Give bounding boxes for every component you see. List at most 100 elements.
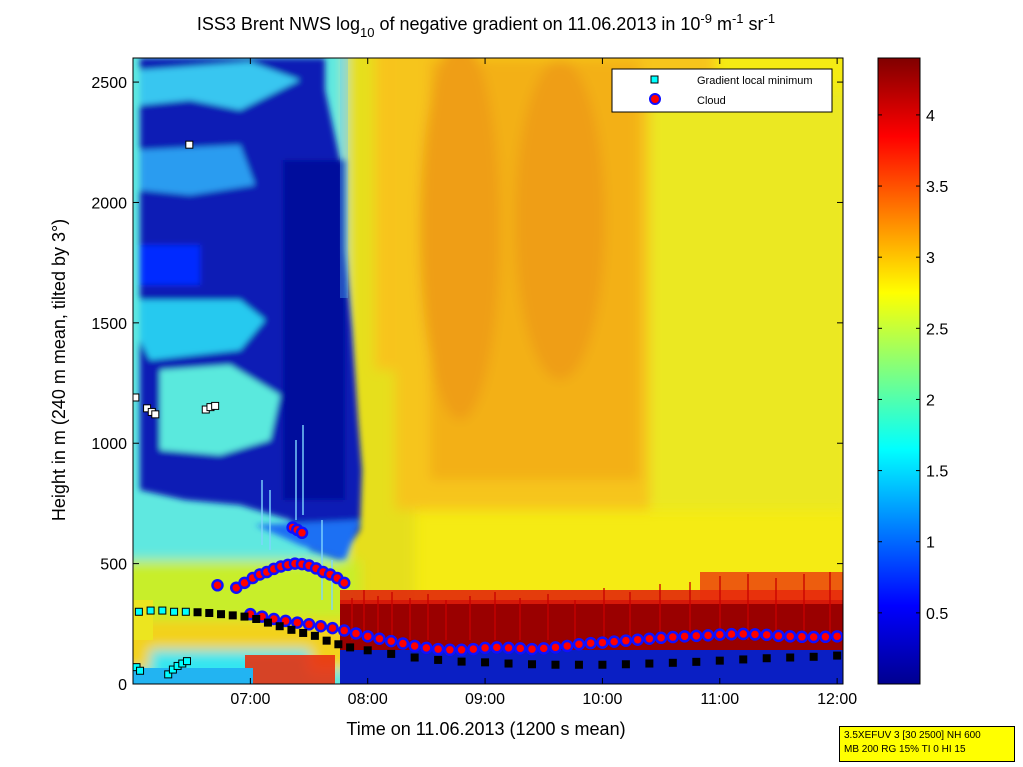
x-tick-label: 08:00 bbox=[348, 691, 388, 708]
gradient-minimum-marker bbox=[833, 651, 842, 660]
gradient-minimum-marker bbox=[287, 625, 296, 634]
y-axis-label: Height in m (240 m mean, tilted by 3°) bbox=[49, 219, 69, 521]
cloud-marker bbox=[678, 630, 691, 643]
gradient-minimum-marker bbox=[551, 660, 560, 669]
gradient-minimum-marker bbox=[363, 646, 372, 655]
gradient-minimum-marker bbox=[786, 653, 795, 662]
cloud-marker bbox=[295, 526, 309, 540]
colorbar-tick-label: 2.5 bbox=[926, 321, 948, 338]
gradient-minimum-marker bbox=[434, 655, 443, 664]
gradient-minimum-marker bbox=[228, 611, 237, 620]
gradient-minimum-marker bbox=[299, 628, 308, 637]
colorbar: 0.5 1 1.5 2 2.5 3 3.5 4 bbox=[877, 57, 948, 685]
cloud-marker bbox=[455, 643, 468, 657]
x-tick-label: 07:00 bbox=[230, 691, 270, 708]
cloud-marker bbox=[478, 641, 492, 655]
cloud-marker bbox=[830, 630, 843, 643]
gradient-minimum-marker bbox=[645, 659, 654, 668]
cloud-marker bbox=[514, 642, 527, 655]
gradient-minimum-marker bbox=[217, 610, 226, 619]
cloud-marker bbox=[302, 618, 316, 631]
y-tick-label: 0 bbox=[118, 677, 127, 694]
cloud-marker bbox=[690, 629, 703, 643]
gradient-minimum-marker bbox=[334, 640, 343, 649]
gradient-minimum-marker bbox=[240, 612, 249, 621]
gradient-minimum-marker bbox=[410, 653, 419, 662]
gradient-minimum-marker bbox=[346, 643, 355, 652]
cloud-marker bbox=[572, 638, 586, 651]
info-line-1: 3.5XEFUV 3 [30 2500] NH 600 bbox=[844, 730, 981, 741]
colorbar-tick-label: 3.5 bbox=[926, 179, 948, 196]
gradient-minimum-marker bbox=[621, 660, 630, 669]
cloud-marker bbox=[337, 624, 351, 637]
cloud-marker bbox=[549, 641, 562, 654]
cloud-marker bbox=[607, 635, 621, 648]
cloud-marker bbox=[537, 642, 550, 655]
gradient-minimum-marker bbox=[134, 607, 143, 616]
cloud-marker bbox=[361, 630, 374, 643]
gradient-minimum-marker bbox=[457, 657, 466, 666]
gradient-minimum-marker bbox=[481, 658, 490, 667]
cloud-marker bbox=[431, 642, 445, 656]
cloud-marker bbox=[654, 631, 668, 645]
cloud-marker bbox=[795, 630, 809, 644]
gradient-minimum-marker bbox=[136, 666, 145, 675]
gradient-minimum-marker bbox=[322, 636, 331, 645]
cloud-marker bbox=[337, 576, 351, 590]
gradient-minimum-marker bbox=[170, 607, 179, 616]
heatmap-field bbox=[133, 58, 843, 684]
cloud-marker bbox=[408, 639, 421, 653]
x-tick-label: 10:00 bbox=[582, 691, 622, 708]
cloud-marker bbox=[467, 642, 480, 656]
gradient-minimum-marker bbox=[715, 656, 724, 665]
gradient-minimum-marker bbox=[762, 654, 771, 663]
gradient-minimum-marker bbox=[528, 660, 537, 669]
cloud-marker bbox=[807, 630, 820, 644]
cloud-marker bbox=[736, 627, 750, 641]
gradient-minimum-marker bbox=[146, 606, 155, 615]
gradient-minimum-marker bbox=[185, 140, 194, 149]
cloud-marker bbox=[326, 621, 339, 635]
y-tick-label: 1500 bbox=[91, 316, 127, 333]
cloud-marker bbox=[596, 636, 609, 649]
cloud-marker bbox=[373, 632, 386, 645]
cloud-marker bbox=[384, 634, 398, 648]
cloud-marker bbox=[772, 629, 785, 643]
legend-cloud-label: Cloud bbox=[697, 95, 726, 107]
cloud-marker bbox=[701, 629, 715, 642]
legend-gradient-marker bbox=[650, 75, 659, 84]
gradient-minimum-marker bbox=[574, 660, 583, 669]
info-line-2: MB 200 RG 15% TI 0 HI 15 bbox=[844, 744, 966, 755]
gradient-minimum-marker bbox=[504, 659, 513, 668]
colorbar-tick-label: 3 bbox=[926, 250, 935, 267]
gradient-minimum-marker bbox=[263, 618, 272, 627]
cloud-marker bbox=[748, 628, 762, 641]
legend-gradient-label: Gradient local minimum bbox=[697, 75, 813, 87]
plot-frame bbox=[132, 57, 844, 685]
gradient-minimum-marker bbox=[387, 649, 396, 658]
gradient-minimum-marker bbox=[133, 393, 140, 402]
colorbar-tick-label: 1.5 bbox=[926, 464, 948, 481]
x-tick-label: 11:00 bbox=[700, 691, 739, 708]
x-axis-label: Time on 11.06.2013 (1200 s mean) bbox=[346, 719, 625, 739]
cloud-marker bbox=[314, 619, 328, 633]
gradient-minimum-marker bbox=[182, 657, 191, 666]
info-box: 3.5XEFUV 3 [30 2500] NH 600 MB 200 RG 15… bbox=[839, 726, 1015, 762]
cloud-marker bbox=[560, 639, 574, 653]
cloud-marker bbox=[349, 627, 363, 640]
colorbar-tick-label: 2 bbox=[926, 392, 935, 409]
y-tick-label: 1000 bbox=[91, 436, 127, 453]
cloud-marker bbox=[502, 641, 515, 655]
cloud-marker bbox=[584, 636, 597, 650]
cloud-marker bbox=[783, 630, 797, 643]
gradient-minimum-marker bbox=[164, 670, 173, 679]
cloud-marker bbox=[713, 628, 727, 641]
gradient-minimum-marker bbox=[809, 652, 818, 661]
gradient-minimum-marker bbox=[739, 655, 748, 664]
y-tick-label: 2500 bbox=[91, 75, 127, 92]
gradient-minimum-marker bbox=[151, 410, 160, 419]
y-tick-label: 500 bbox=[100, 557, 127, 574]
cloud-marker bbox=[525, 642, 539, 656]
cloud-marker bbox=[631, 633, 644, 646]
